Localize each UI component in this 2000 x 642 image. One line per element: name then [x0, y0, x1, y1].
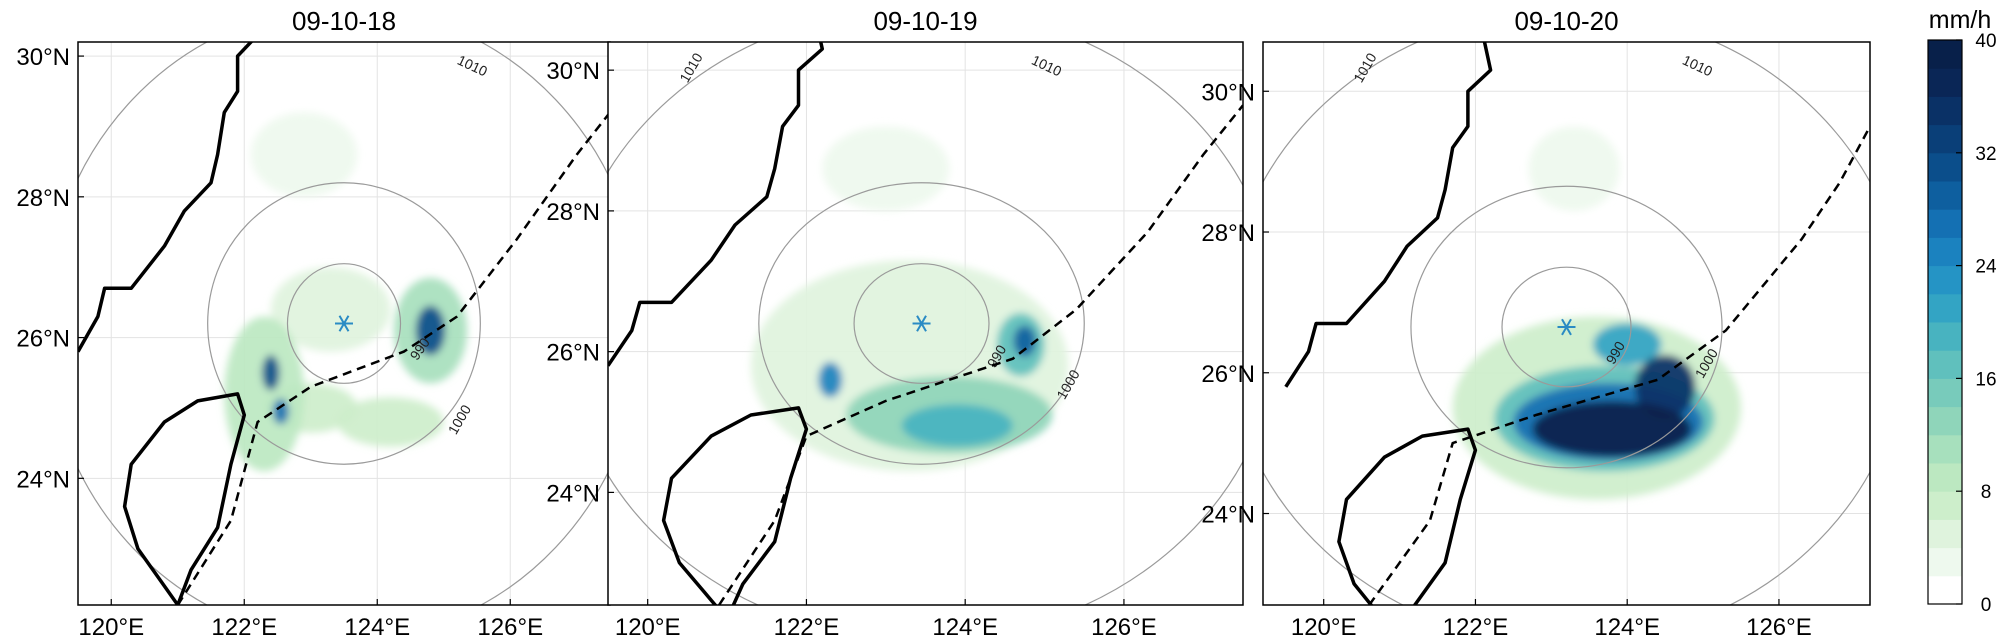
colorbar-segment: [1928, 293, 1962, 323]
colorbar-frame: [1927, 39, 1963, 605]
colorbar-segment: [1928, 124, 1962, 154]
rain-field: [224, 112, 468, 472]
rain-cell: [1528, 126, 1620, 211]
x-tick-label: 124°E: [932, 614, 998, 641]
rain-cell: [224, 316, 305, 472]
colorbar-segment: [1928, 68, 1962, 97]
y-tick-label: 26°N: [1201, 361, 1255, 388]
x-tick-label: 122°E: [1443, 614, 1509, 641]
x-tick-label: 122°E: [774, 614, 840, 641]
colorbar-segment: [1928, 491, 1962, 520]
panel-title: 09-10-20: [1514, 6, 1618, 36]
coastline-taiwan: [661, 406, 809, 605]
coastline-mainland: [78, 42, 254, 353]
colorbar-segment: [1928, 265, 1962, 295]
x-tick-label: 124°E: [344, 614, 410, 641]
colorbar-segment: [1928, 547, 1962, 577]
colorbar-segment: [1928, 434, 1962, 464]
panel-title: 09-10-19: [873, 6, 977, 36]
typhoon-track: [1368, 125, 1870, 605]
rain-cell: [262, 355, 280, 391]
colorbar-segment: [1928, 406, 1962, 436]
rain-cell: [272, 398, 289, 425]
colorbar-segment: [1928, 322, 1962, 351]
colorbar-tick-label: 24: [1975, 257, 1997, 278]
x-tick-label: 126°E: [1091, 614, 1157, 641]
isobar-1000: [758, 182, 1085, 465]
rain-field: [750, 126, 1069, 472]
y-tick-label: 30°N: [1201, 79, 1255, 106]
colorbar-segment: [1928, 96, 1962, 126]
typhoon-center-marker: [1557, 318, 1576, 336]
rain-cell: [415, 305, 446, 356]
rain-cell: [250, 112, 358, 197]
x-tick-label: 122°E: [211, 614, 277, 641]
y-tick-label: 28°N: [546, 199, 600, 226]
y-tick-label: 30°N: [546, 58, 600, 85]
isobar-1000: [207, 182, 481, 465]
x-tick-label: 126°E: [477, 614, 543, 641]
isobar-990: [286, 263, 402, 384]
coastline-taiwan: [122, 392, 247, 605]
rain-cell: [1532, 400, 1692, 458]
rain-cell: [337, 397, 444, 447]
colorbar-segment: [1928, 181, 1962, 210]
rain-cell: [901, 404, 1013, 447]
colorbar-segment: [1928, 575, 1962, 605]
colorbar-title: mm/h: [1929, 6, 1992, 34]
colorbar-segment: [1928, 40, 1962, 69]
isobar-1000: [1410, 185, 1723, 469]
colorbar-segment: [1928, 378, 1962, 408]
x-tick-label: 120°E: [615, 614, 681, 641]
colorbar-segment: [1928, 209, 1962, 238]
rain-field: [1452, 126, 1742, 500]
colorbar-tick-label: 0: [1981, 595, 1992, 616]
colorbar-tick-label: 32: [1975, 144, 1996, 165]
rain-cell: [1013, 325, 1036, 357]
plot-frame: [607, 41, 1244, 606]
isobar-990: [1501, 266, 1632, 388]
colorbar-segment: [1928, 519, 1962, 549]
y-tick-label: 30°N: [16, 44, 70, 71]
y-tick-label: 26°N: [546, 340, 600, 367]
colorbar-segment: [1928, 152, 1962, 182]
typhoon-center-marker: [912, 315, 931, 332]
typhoon-center-marker: [335, 315, 353, 332]
colorbar-tick-label: 8: [1981, 482, 1992, 503]
rain-cell: [270, 267, 391, 352]
x-tick-label: 120°E: [1291, 614, 1357, 641]
y-tick-label: 28°N: [1201, 220, 1255, 247]
y-tick-label: 24°N: [546, 480, 600, 507]
y-tick-label: 24°N: [16, 466, 70, 493]
rain-cell: [818, 362, 843, 398]
y-tick-label: 26°N: [16, 326, 70, 353]
rain-cell: [1634, 355, 1696, 419]
panel-title: 09-10-18: [292, 6, 396, 36]
x-tick-label: 124°E: [1594, 614, 1660, 641]
colorbar-segment: [1928, 237, 1962, 267]
colorbar-tick-label: 40: [1975, 31, 1996, 52]
coastline-mainland: [608, 42, 825, 367]
x-tick-label: 120°E: [78, 614, 144, 641]
typhoon-track: [718, 104, 1243, 605]
colorbar-segment: [1928, 350, 1962, 379]
plot-frame: [1262, 41, 1871, 606]
y-tick-label: 28°N: [16, 185, 70, 212]
y-tick-label: 24°N: [1201, 502, 1255, 529]
coastline-mainland: [1284, 42, 1493, 388]
colorbar-tick-label: 16: [1975, 369, 1996, 390]
rain-cell: [1593, 323, 1662, 366]
x-tick-label: 126°E: [1746, 614, 1812, 641]
typhoon-track: [176, 111, 610, 605]
colorbar-segment: [1928, 463, 1962, 492]
isobar-990: [853, 263, 990, 384]
rain-cell: [822, 126, 950, 211]
colorbar: mm/h 0 8 16 24 32 40: [1927, 6, 1997, 616]
coastline-taiwan: [1337, 427, 1478, 605]
